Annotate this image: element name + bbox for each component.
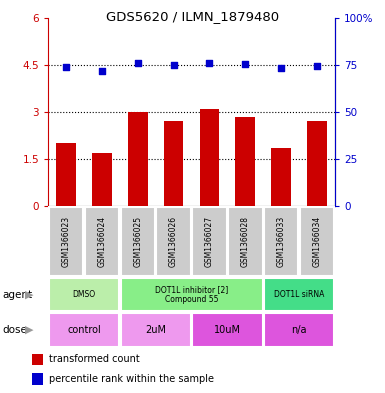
Point: [242, 61, 248, 67]
Text: DOT1L siRNA: DOT1L siRNA: [274, 290, 324, 299]
Bar: [92, 153, 112, 206]
Text: n/a: n/a: [291, 325, 307, 335]
Text: ▶: ▶: [25, 325, 33, 335]
Bar: [228, 207, 263, 276]
Point: [171, 62, 177, 68]
Bar: [271, 148, 291, 206]
Text: control: control: [67, 325, 101, 335]
Bar: [121, 278, 263, 311]
Bar: [192, 314, 263, 347]
Point: [314, 62, 320, 69]
Text: GSM1366024: GSM1366024: [97, 216, 106, 267]
Text: 10uM: 10uM: [214, 325, 241, 335]
Bar: [121, 207, 155, 276]
Text: ▶: ▶: [25, 290, 33, 300]
Point: [63, 64, 69, 70]
Text: transformed count: transformed count: [49, 354, 139, 364]
Bar: [49, 314, 119, 347]
Bar: [264, 314, 334, 347]
Bar: [300, 207, 334, 276]
Text: GDS5620 / ILMN_1879480: GDS5620 / ILMN_1879480: [106, 10, 279, 23]
Bar: [199, 109, 219, 206]
Bar: [32, 373, 43, 385]
Bar: [121, 314, 191, 347]
Bar: [56, 143, 76, 206]
Text: percentile rank within the sample: percentile rank within the sample: [49, 374, 214, 384]
Text: GSM1366028: GSM1366028: [241, 216, 250, 267]
Bar: [32, 354, 43, 365]
Text: GSM1366034: GSM1366034: [313, 216, 321, 267]
Bar: [164, 121, 184, 206]
Bar: [307, 121, 327, 206]
Text: GSM1366025: GSM1366025: [133, 216, 142, 267]
Bar: [264, 278, 334, 311]
Bar: [236, 117, 255, 206]
Text: GSM1366026: GSM1366026: [169, 216, 178, 267]
Point: [278, 64, 284, 71]
Bar: [128, 112, 147, 206]
Bar: [156, 207, 191, 276]
Point: [99, 67, 105, 73]
Text: 2uM: 2uM: [145, 325, 166, 335]
Text: dose: dose: [2, 325, 27, 335]
Text: GSM1366023: GSM1366023: [62, 216, 70, 267]
Point: [135, 60, 141, 66]
Bar: [49, 278, 119, 311]
Bar: [192, 207, 227, 276]
Bar: [49, 207, 83, 276]
Text: DMSO: DMSO: [72, 290, 95, 299]
Bar: [85, 207, 119, 276]
Point: [206, 60, 213, 66]
Text: GSM1366033: GSM1366033: [277, 216, 286, 267]
Bar: [264, 207, 298, 276]
Text: DOT1L inhibitor [2]
Compound 55: DOT1L inhibitor [2] Compound 55: [155, 285, 228, 305]
Text: agent: agent: [2, 290, 32, 300]
Text: GSM1366027: GSM1366027: [205, 216, 214, 267]
